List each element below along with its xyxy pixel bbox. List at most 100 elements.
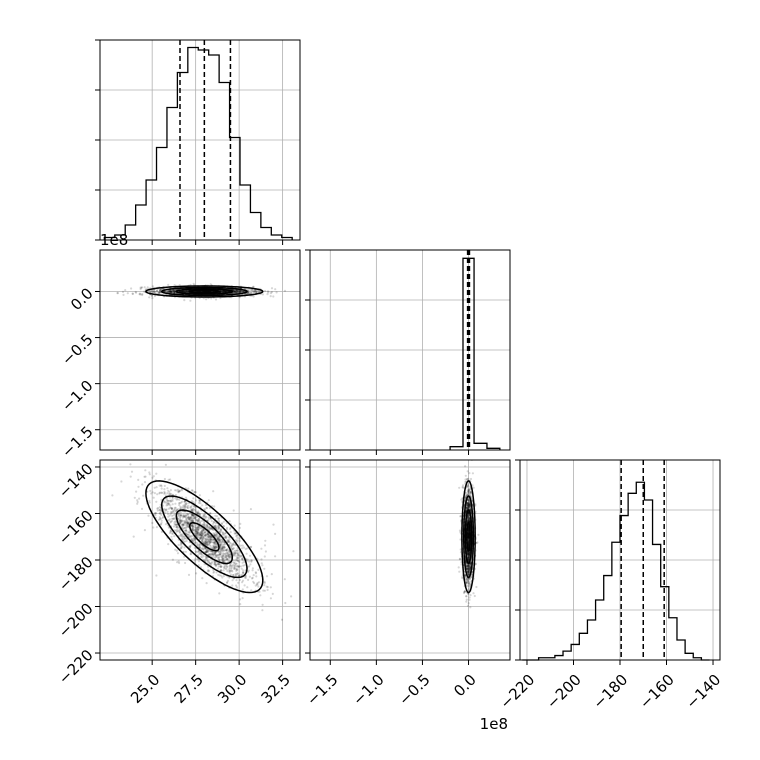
density-p1-p3-scatter-point [207,569,210,572]
density-p1-p3-scatter-point [213,547,216,550]
density-p1-p3-scatter-point [212,490,215,493]
density-p2-p3-scatter-point [467,537,470,540]
density-p1-p3-scatter-point [234,572,237,576]
density-p2-p3-scatter-point [467,535,470,539]
density-p1-p3-scatter-point [221,531,224,534]
density-p1-p3-scatter-point [230,567,233,570]
density-p1-p3-scatter-point [171,538,174,541]
density-p1-p2-scatter-point [189,299,192,302]
density-p1-p3-scatter-point [199,536,202,540]
density-p1-p3-scatter-point [186,522,190,525]
density-p1-p3-scatter-point [179,521,182,525]
density-p1-p2-scatter-point [170,289,173,292]
density-p1-p2-scatter-point [148,296,151,299]
density-p1-p3-scatter-point [209,538,212,541]
density-p1-p3-scatter-point [218,553,222,556]
density-p1-p3-scatter-point [171,500,174,503]
density-p1-p2-scatter-point [158,291,161,294]
density-p1-p3-scatter-point [204,551,208,554]
density-p1-p3-scatter-point [218,538,221,542]
density-p2-p3-scatter-point [459,548,462,551]
density-p1-p3-scatter-point [229,569,232,572]
density-p1-p3-scatter-point [237,559,240,562]
density-p2-p3-scatter-point [470,491,473,495]
density-p1-p3-scatter-point [175,509,178,513]
density-p1-p3-scatter-point [153,492,156,495]
density-p1-p3-scatter-point [221,549,224,552]
density-p1-p3-scatter-point [245,552,248,555]
density-p1-p3-scatter-point [221,547,224,551]
density-p1-p3-scatter-point [251,569,254,572]
density-p1-p2-scatter-point [169,291,172,294]
density-p1-p3-scatter-point [165,498,168,501]
density-p1-p3-scatter-point [242,564,245,567]
density-p1-p3-scatter-point [232,542,235,545]
density-p1-p3-scatter-point [274,555,277,558]
density-p2-p3-scatter-point [465,494,468,497]
density-p2-p3-scatter-point [466,604,470,607]
density-p1-p3-scatter-point [208,562,211,565]
density-p2-p3-scatter-point [466,565,469,568]
density-p1-p2-scatter-point [247,291,251,294]
density-p1-p2-scatter-point [270,287,274,290]
density-p1-p3-scatter-point [204,515,207,518]
density-p1-p3-scatter-point [161,491,164,494]
density-p1-p2-scatter-point [141,292,144,296]
density-p1-p2-scatter-point [252,290,255,293]
density-p1-p3-scatter-point [217,565,220,568]
density-p1-p2-scatter-point [169,289,172,292]
density-p1-p3-scatter-point [200,547,203,550]
density-p1-p3-scatter-point [246,586,249,589]
density-p1-p2-scatter-point [274,288,277,291]
density-p1-p2-scatter-point [222,290,226,293]
density-p1-p3-scatter-point [179,514,182,517]
density-p1-p3-scatter-point [166,510,169,513]
density-p1-p3-scatter-point [193,546,196,550]
density-p1-p3-scatter-point [225,556,228,560]
density-p1-p3-scatter-point [231,548,234,551]
density-p2-p3-scatter-point [466,489,469,492]
density-p1-p3-scatter-point [169,478,172,481]
density-p1-p3-scatter-point [194,530,197,533]
density-p1-p3-scatter-point [197,564,200,567]
density-p1-p3-scatter-point [221,533,224,536]
density-p1-p3-scatter-point [190,519,193,522]
density-p2-p3-scatter-point [467,541,470,544]
density-p1-p3-scatter-point [243,584,246,587]
density-p1-p3-scatter-point [184,496,188,499]
density-p1-p2-scatter-point [169,290,172,293]
density-p1-p3-scatter-point [196,528,199,531]
density-p1-p3-scatter-point [226,552,229,555]
density-p1-p3-scatter-point [202,529,205,532]
density-p1-p2-scatter-point [130,287,133,290]
density-p1-p3-scatter-point [213,547,216,551]
density-p1-p3-scatter-point [185,539,188,543]
density-p1-p2-scatter-point [224,290,228,293]
density-p1-p3-scatter-point [148,473,151,476]
density-p1-p3-scatter-point [143,481,147,484]
density-p1-p3-scatter-point [182,522,186,525]
density-p2-p3-scatter-point [466,552,469,555]
density-p2-p3-scatter-point [464,497,467,500]
density-p2-p3-scatter-point [459,531,462,534]
hist-p1-frame [99,39,301,241]
density-p1-p3-scatter-point [171,498,174,501]
density-p1-p3-scatter-point [213,552,216,556]
density-p1-p3-scatter-point [167,499,170,502]
density-p1-p3-scatter-point [236,549,239,552]
density-p2-p3-scatter-point [465,580,468,584]
density-p1-p3-scatter-point [164,511,167,514]
density-p1-p3-scatter-point [222,553,225,556]
density-p1-p3-scatter-point [264,539,267,542]
density-p1-p3-scatter-point [190,505,193,508]
density-p1-p3-scatter-point [217,519,221,522]
density-p1-p3-scatter-point [185,514,188,517]
density-p2-p3-scatter-point [458,570,461,573]
hist-p1-panel [95,39,301,245]
density-p1-p3-scatter-point [162,515,165,519]
density-p2-p3-scatter-point [470,576,473,579]
density-p1-p3-scatter-point [220,551,223,555]
density-p1-p3-scatter-point [213,553,216,556]
density-p1-p3-scatter-point [205,540,208,543]
density-p1-p3-scatter-point [169,529,172,532]
